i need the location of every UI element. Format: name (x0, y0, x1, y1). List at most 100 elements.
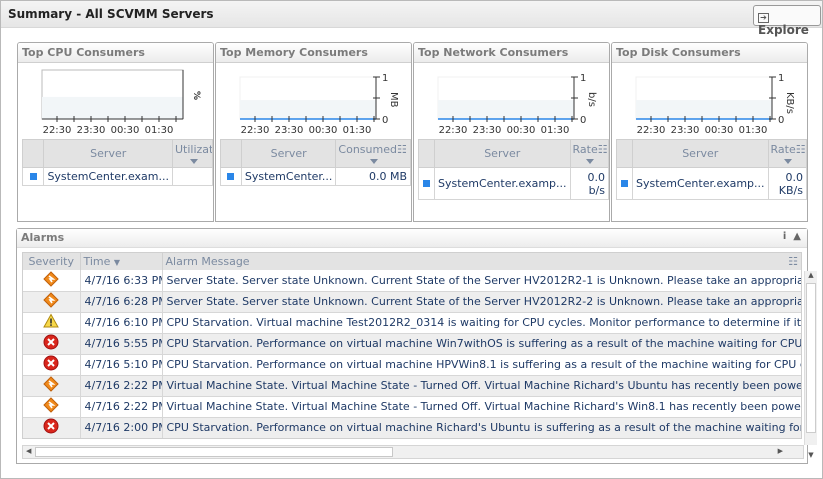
mini-chart: 22:30 23:30 00:30 01:30% (41, 69, 201, 136)
severity-critical-icon (43, 292, 59, 311)
alarm-time: 4/7/16 6:10 PM (80, 312, 163, 334)
color-column (220, 139, 242, 168)
mini-chart: 22:30 23:30 00:30 01:30 1 0b/s (437, 73, 597, 136)
x-tick-label: 22:30 (439, 125, 468, 136)
column-value[interactable]: Rate☷ (569, 139, 609, 168)
y-unit-label: b/s (586, 92, 597, 107)
color-column (616, 139, 633, 168)
panel-title: Top Disk Consumers (612, 43, 807, 63)
plot-band (636, 100, 772, 119)
column-menu-icon[interactable]: ☷ (597, 143, 608, 156)
alarms-panel: Alarms i ▲ Severity Time ▼ Alarm Message… (16, 228, 817, 464)
table-row[interactable]: SystemCenter.examp... 0.0 b/s (418, 167, 609, 200)
alarm-time: 4/7/16 6:28 PM (80, 291, 163, 313)
server-name: SystemCenter... (240, 167, 337, 186)
series-color-swatch (620, 180, 628, 187)
sort-arrow-icon (586, 159, 595, 164)
x-tick-label: 00:30 (507, 125, 536, 136)
alarm-row[interactable]: 4/7/16 6:28 PM Server State. Server stat… (23, 291, 801, 313)
sort-arrow-icon (784, 159, 793, 164)
explore-label: Explore (758, 23, 809, 37)
series-color-swatch (227, 173, 235, 180)
panel-cpu: Top CPU Consumers 22:30 23:30 00:30 01:30% … (17, 42, 214, 222)
table-row[interactable]: SystemCenter.examp... 0.0 KB/s (616, 167, 807, 200)
severity-cell (23, 312, 81, 334)
x-tick-label: 01:30 (343, 125, 372, 136)
severity-fatal-icon (43, 418, 59, 437)
sort-arrow-icon (370, 159, 379, 164)
alarm-row[interactable]: 4/7/16 5:10 PM CPU Starvation. Performan… (23, 354, 801, 376)
alarm-row[interactable]: 4/7/16 2:22 PM Virtual Machine State. Vi… (23, 375, 801, 397)
column-menu-icon[interactable]: ☷ (396, 143, 407, 156)
plot-band (42, 96, 183, 119)
severity-warning-icon (43, 313, 60, 332)
alarm-time: 4/7/16 5:10 PM (80, 354, 163, 376)
column-value[interactable]: Utilizatio (172, 139, 213, 168)
column-alarm-message[interactable]: Alarm Message ☷ (162, 253, 801, 270)
y-unit-label: KB/s (784, 92, 795, 114)
alarm-message: Server State. Server state Unknown. Curr… (162, 270, 801, 292)
y-unit-label: % (191, 91, 201, 100)
column-server[interactable]: Server (631, 139, 769, 168)
collapse-icon[interactable]: ▲ (793, 231, 801, 242)
alarm-message: Virtual Machine State. Virtual Machine S… (162, 375, 801, 397)
alarm-message: CPU Starvation. Performance on virtual m… (162, 417, 801, 438)
severity-fatal-icon (43, 334, 59, 353)
table-row[interactable]: SystemCenter.exam... (21, 167, 213, 186)
info-icon[interactable]: i (782, 231, 787, 242)
column-server[interactable]: Server (240, 139, 337, 168)
alarm-row[interactable]: 4/7/16 6:10 PM CPU Starvation. Virtual m… (23, 312, 801, 334)
consumers-table: Server Utilizatio SystemCenter.exam... (21, 139, 213, 186)
column-server[interactable]: Server (433, 139, 571, 168)
server-name: SystemCenter.exam... (43, 167, 173, 186)
x-tick-label: 23:30 (473, 125, 502, 136)
server-name: SystemCenter.examp... (631, 167, 769, 200)
alarm-row[interactable]: 4/7/16 2:22 PM Virtual Machine State. Vi… (23, 396, 801, 418)
alarm-message: CPU Starvation. Performance on virtual m… (162, 333, 801, 355)
alarm-message: CPU Starvation. Performance on virtual m… (162, 354, 801, 376)
column-menu-icon[interactable]: ☷ (795, 143, 806, 156)
severity-cell (23, 354, 81, 376)
x-tick-label: 01:30 (739, 125, 768, 136)
alarm-row[interactable]: 4/7/16 6:33 PM Server State. Server stat… (23, 270, 801, 292)
page-title: Summary - All SCVMM Servers (8, 7, 214, 21)
horizontal-scrollbar[interactable]: ◀ ▶ (22, 445, 804, 459)
server-name: SystemCenter.examp... (433, 167, 571, 200)
panel-title: Top Memory Consumers (216, 43, 411, 63)
y-tick-label: 1 (778, 73, 784, 84)
value-cell: 0.0 b/s (569, 167, 609, 200)
panel-title: Top Network Consumers (414, 43, 609, 63)
value-cell: 0.0 KB/s (767, 167, 807, 200)
y-tick-label: 0 (778, 115, 784, 126)
column-value[interactable]: Consumed☷ (335, 139, 411, 168)
consumers-table: Server Rate☷ SystemCenter.examp... 0.0 KB… (616, 139, 807, 200)
severity-critical-icon (43, 376, 59, 395)
column-severity[interactable]: Severity (23, 253, 81, 270)
x-tick-label: 01:30 (145, 125, 174, 136)
x-tick-label: 22:30 (241, 125, 270, 136)
explore-button[interactable]: ➔Explore (753, 5, 821, 37)
plot-band (240, 100, 376, 119)
mini-chart: 22:30 23:30 00:30 01:30 1 0MB (239, 73, 399, 136)
alarm-row[interactable]: 4/7/16 2:00 PM CPU Starvation. Performan… (23, 417, 801, 438)
summary-header: Summary - All SCVMM Servers ➔Explore (1, 1, 822, 37)
color-column (418, 139, 435, 168)
table-row[interactable]: SystemCenter... 0.0 MB (220, 167, 411, 186)
alarm-row[interactable]: 4/7/16 5:55 PM CPU Starvation. Performan… (23, 333, 801, 355)
value-cell: 0.0 MB (335, 167, 411, 186)
x-tick-label: 01:30 (541, 125, 570, 136)
panel-memory: Top Memory Consumers 22:30 23:30 00:30 01:3… (215, 42, 412, 222)
column-value[interactable]: Rate☷ (767, 139, 807, 168)
x-tick-label: 23:30 (275, 125, 304, 136)
vertical-scrollbar[interactable]: ▲ ▼ (804, 271, 817, 459)
column-server[interactable]: Server (43, 139, 173, 168)
column-menu-icon[interactable]: ☷ (788, 255, 798, 268)
column-time[interactable]: Time ▼ (80, 253, 163, 270)
y-tick-label: 1 (580, 73, 586, 84)
severity-fatal-icon (43, 355, 59, 374)
alarm-time: 4/7/16 2:22 PM (80, 396, 163, 418)
x-tick-label: 00:30 (111, 125, 140, 136)
consumers-table: Server Rate☷ SystemCenter.examp... 0.0 b/… (418, 139, 609, 200)
severity-cell (23, 375, 81, 397)
x-tick-label: 00:30 (309, 125, 338, 136)
